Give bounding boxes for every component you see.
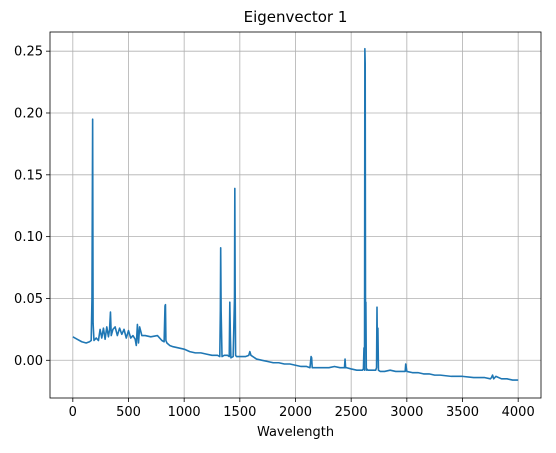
- series-line-0: [72, 47, 519, 381]
- line-series: [72, 47, 519, 381]
- y-tick-label: 0.15: [14, 168, 43, 183]
- y-tick-label: 0.00: [14, 354, 43, 369]
- y-tick-label: 0.10: [14, 230, 43, 245]
- y-tick-label: 0.05: [14, 292, 43, 307]
- axis-ticks: 0 500 1000 1500 2000 2500 3000 3500 4000 0.00 0.05…: [14, 45, 535, 420]
- grid: [50, 32, 541, 398]
- x-tick-label: 2500: [335, 405, 368, 420]
- x-tick-label: 1000: [168, 405, 201, 420]
- y-tick-label: 0.20: [14, 106, 43, 121]
- x-tick-label: 3500: [446, 405, 479, 420]
- x-tick-label: 3000: [390, 405, 423, 420]
- x-tick-label: 0: [69, 405, 77, 420]
- y-tick-label: 0.25: [14, 45, 43, 60]
- x-tick-label: 500: [116, 405, 141, 420]
- x-tick-label: 4000: [502, 405, 535, 420]
- x-tick-label: 2000: [279, 405, 312, 420]
- x-tick-label: 1500: [223, 405, 256, 420]
- x-axis-label: Wavelength: [257, 425, 334, 440]
- chart-title: Eigenvector 1: [244, 8, 348, 26]
